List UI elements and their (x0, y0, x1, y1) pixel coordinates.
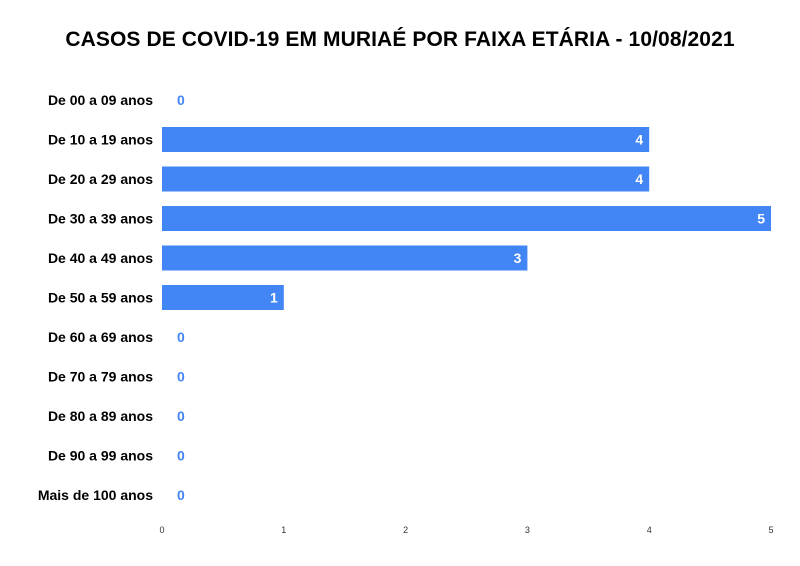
bar (162, 127, 650, 152)
category-label: Mais de 100 anos (38, 487, 153, 503)
category-label: De 30 a 39 anos (48, 211, 153, 227)
data-label: 3 (514, 250, 522, 266)
data-label: 0 (177, 369, 185, 385)
chart-title: CASOS DE COVID-19 EM MURIAÉ POR FAIXA ET… (65, 28, 735, 51)
data-label: 0 (177, 408, 185, 424)
category-label: De 00 a 09 anos (48, 92, 153, 108)
category-label: De 70 a 79 anos (48, 369, 153, 385)
data-label: 0 (177, 92, 185, 108)
x-axis-ticks: 0 1 2 3 4 5 (159, 525, 773, 535)
x-tick-label: 0 (159, 525, 164, 535)
data-labels: 0 4 4 5 3 1 0 0 0 0 0 (177, 92, 765, 503)
category-label: De 40 a 49 anos (48, 250, 153, 266)
category-label: De 20 a 29 anos (48, 171, 153, 187)
data-label: 5 (757, 211, 765, 227)
category-labels: De 00 a 09 anos De 10 a 19 anos De 20 a 29… (38, 92, 153, 503)
bars (162, 127, 771, 310)
data-label: 0 (177, 329, 185, 345)
data-label: 1 (270, 290, 278, 306)
bar (162, 285, 284, 310)
x-tick-label: 5 (768, 525, 773, 535)
bar (162, 245, 528, 271)
category-label: De 60 a 69 anos (48, 329, 153, 345)
x-tick-label: 2 (403, 525, 408, 535)
x-tick-label: 4 (647, 525, 652, 535)
x-tick-label: 3 (525, 525, 530, 535)
bar (162, 166, 650, 192)
data-label: 0 (177, 448, 185, 464)
category-label: De 10 a 19 anos (48, 132, 153, 148)
x-tick-label: 1 (281, 525, 286, 535)
category-label: De 80 a 89 anos (48, 408, 153, 424)
data-label: 0 (177, 487, 185, 503)
category-label: De 50 a 59 anos (48, 290, 153, 306)
data-label: 4 (635, 132, 643, 148)
data-label: 4 (635, 171, 643, 187)
category-label: De 90 a 99 anos (48, 448, 153, 464)
bar (162, 206, 771, 231)
